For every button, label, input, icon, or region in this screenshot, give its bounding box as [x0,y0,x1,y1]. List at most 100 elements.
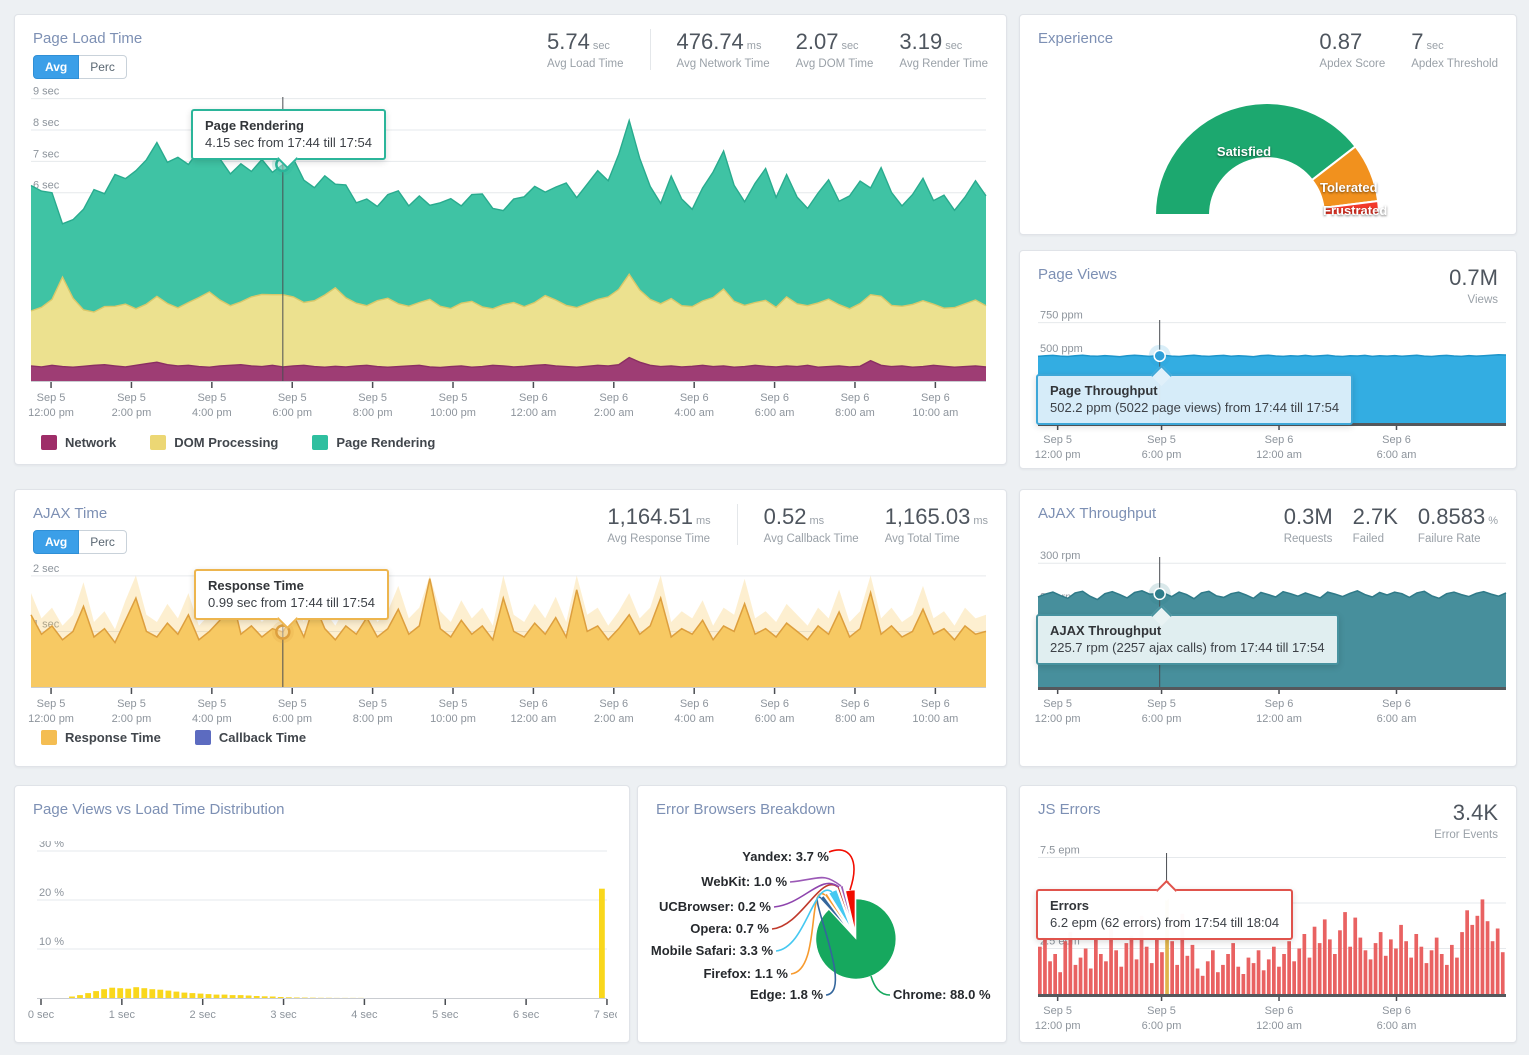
avg-button[interactable]: Avg [33,55,79,79]
svg-text:2:00 am: 2:00 am [594,713,634,725]
legend-dom-processing[interactable]: DOM Processing [150,435,278,450]
legend-page-rendering[interactable]: Page Rendering [312,435,435,450]
svg-text:Sep 6: Sep 6 [1265,1005,1294,1017]
svg-text:6:00 am: 6:00 am [755,407,795,419]
stat-avg-load-time: 5.74sec Avg Load Time [547,29,624,70]
rendering-swatch [312,435,328,450]
panel-ajax-throughput: AJAX Throughput 0.3M Requests 2.7K Faile… [1019,489,1517,767]
svg-text:Sep 5: Sep 5 [1147,1005,1176,1017]
svg-text:8:00 am: 8:00 am [835,407,875,419]
svg-text:30 %: 30 % [39,841,64,850]
svg-text:4:00 am: 4:00 am [674,407,714,419]
svg-text:2:00 pm: 2:00 pm [112,713,152,725]
page-load-time-chart[interactable]: 1 sec2 sec3 sec4 sec5 sec6 sec7 sec8 sec… [27,85,992,430]
svg-text:Sep 6: Sep 6 [760,392,789,404]
svg-text:9 sec: 9 sec [33,86,60,98]
svg-text:Sep 5: Sep 5 [1043,434,1072,446]
stat-failure-rate: 0.8583% Failure Rate [1418,504,1498,545]
svg-text:750 ppm: 750 ppm [1040,310,1083,322]
svg-text:10:00 pm: 10:00 pm [430,407,476,419]
errors-tooltip: Errors 6.2 epm (62 errors) from 17:54 ti… [1036,889,1293,940]
svg-text:Sep 5: Sep 5 [37,392,66,404]
legend-callback-time[interactable]: Callback Time [195,730,306,745]
apdex-gauge-chart[interactable] [1020,15,1516,235]
svg-text:Sep 6: Sep 6 [841,392,870,404]
svg-text:Sep 6: Sep 6 [680,698,709,710]
svg-text:6:00 pm: 6:00 pm [1142,449,1182,461]
panel-page-views: Page Views 0.7M Views 500 ppm750 ppmSep … [1019,250,1517,469]
svg-text:6:00 pm: 6:00 pm [1142,713,1182,725]
page-throughput-tooltip: Page Throughput 502.2 ppm (5022 page vie… [1036,374,1353,425]
perc-button[interactable]: Perc [79,530,127,554]
svg-text:Sep 5: Sep 5 [358,392,387,404]
svg-text:10 %: 10 % [39,936,64,948]
page-title: AJAX Throughput [1038,505,1156,522]
stat-avg-render-time: 3.19sec Avg Render Time [899,29,988,70]
svg-text:6:00 am: 6:00 am [1377,713,1417,725]
pie-slice-label: WebKit: 1.0 % [701,874,787,889]
pie-slice-label: Mobile Safari: 3.3 % [651,943,773,958]
legend-network[interactable]: Network [41,435,116,450]
svg-text:8:00 am: 8:00 am [835,713,875,725]
svg-text:7.5 epm: 7.5 epm [1040,845,1080,857]
svg-text:2 sec: 2 sec [33,563,60,575]
legend-response-time[interactable]: Response Time [41,730,161,745]
svg-text:12:00 am: 12:00 am [1256,449,1302,461]
svg-text:10:00 am: 10:00 am [912,407,958,419]
svg-text:Sep 5: Sep 5 [1147,698,1176,710]
svg-text:10:00 pm: 10:00 pm [430,713,476,725]
svg-text:6:00 pm: 6:00 pm [1142,1020,1182,1032]
pie-slice-label: Edge: 1.8 % [750,987,823,1002]
stat-requests: 0.3M Requests [1284,504,1333,545]
error-browsers-pie-chart[interactable] [638,786,1006,1043]
svg-text:6:00 am: 6:00 am [1377,1020,1417,1032]
svg-text:Sep 6: Sep 6 [680,392,709,404]
page-title: Page Views [1038,266,1117,283]
stat-views: 0.7M Views [1449,265,1498,306]
svg-text:Sep 6: Sep 6 [1265,434,1294,446]
svg-text:4:00 pm: 4:00 pm [192,713,232,725]
svg-text:Sep 6: Sep 6 [1382,1005,1411,1017]
svg-text:2 sec: 2 sec [190,1009,217,1021]
svg-text:12:00 am: 12:00 am [510,713,556,725]
page-load-legend: Network DOM Processing Page Rendering [41,435,435,450]
svg-text:Sep 6: Sep 6 [841,698,870,710]
svg-text:12:00 am: 12:00 am [1256,713,1302,725]
svg-text:2:00 am: 2:00 am [594,407,634,419]
svg-text:Sep 5: Sep 5 [278,392,307,404]
stat-error-events: 3.4K Error Events [1434,800,1498,841]
svg-text:2:00 pm: 2:00 pm [112,407,152,419]
panel-page-load-time: Page Load Time Avg Perc 5.74sec Avg Load… [14,14,1007,465]
avg-button[interactable]: Avg [33,530,79,554]
stat-avg-response-time: 1,164.51ms Avg Response Time [607,504,710,545]
ajax-time-legend: Response Time Callback Time [41,730,306,745]
svg-text:6:00 am: 6:00 am [755,713,795,725]
gauge-segment-label: Satisfied [1217,144,1271,159]
svg-text:Sep 5: Sep 5 [1043,698,1072,710]
page-title: AJAX Time [33,505,107,522]
svg-text:Sep 5: Sep 5 [439,392,468,404]
js-errors-stats: 3.4K Error Events [1408,800,1498,841]
page-views-stats: 0.7M Views [1423,265,1498,306]
svg-text:8 sec: 8 sec [33,117,60,129]
svg-text:3 sec: 3 sec [270,1009,297,1021]
svg-text:1 sec: 1 sec [109,1009,136,1021]
svg-text:Sep 6: Sep 6 [599,698,628,710]
pie-slice-label: Opera: 0.7 % [690,921,769,936]
svg-text:Sep 6: Sep 6 [1382,434,1411,446]
svg-text:Sep 6: Sep 6 [921,392,950,404]
callback-time-swatch [195,730,211,745]
svg-text:Sep 6: Sep 6 [921,698,950,710]
svg-text:12:00 pm: 12:00 pm [28,407,74,419]
svg-text:Sep 5: Sep 5 [117,392,146,404]
distribution-chart[interactable]: 10 %20 %30 %0 sec1 sec2 sec3 sec4 sec5 s… [27,841,617,1031]
svg-text:4:00 am: 4:00 am [674,713,714,725]
svg-text:12:00 pm: 12:00 pm [1035,449,1081,461]
dom-swatch [150,435,166,450]
perc-button[interactable]: Perc [79,55,127,79]
svg-text:20 %: 20 % [39,887,64,899]
stat-avg-total-time: 1,165.03ms Avg Total Time [885,504,988,545]
svg-text:4:00 pm: 4:00 pm [192,407,232,419]
page-load-stats: 5.74sec Avg Load Time 476.74ms Avg Netwo… [521,29,988,70]
ajax-time-chart[interactable]: 1 sec2 secSep 512:00 pmSep 52:00 pmSep 5… [27,560,992,730]
